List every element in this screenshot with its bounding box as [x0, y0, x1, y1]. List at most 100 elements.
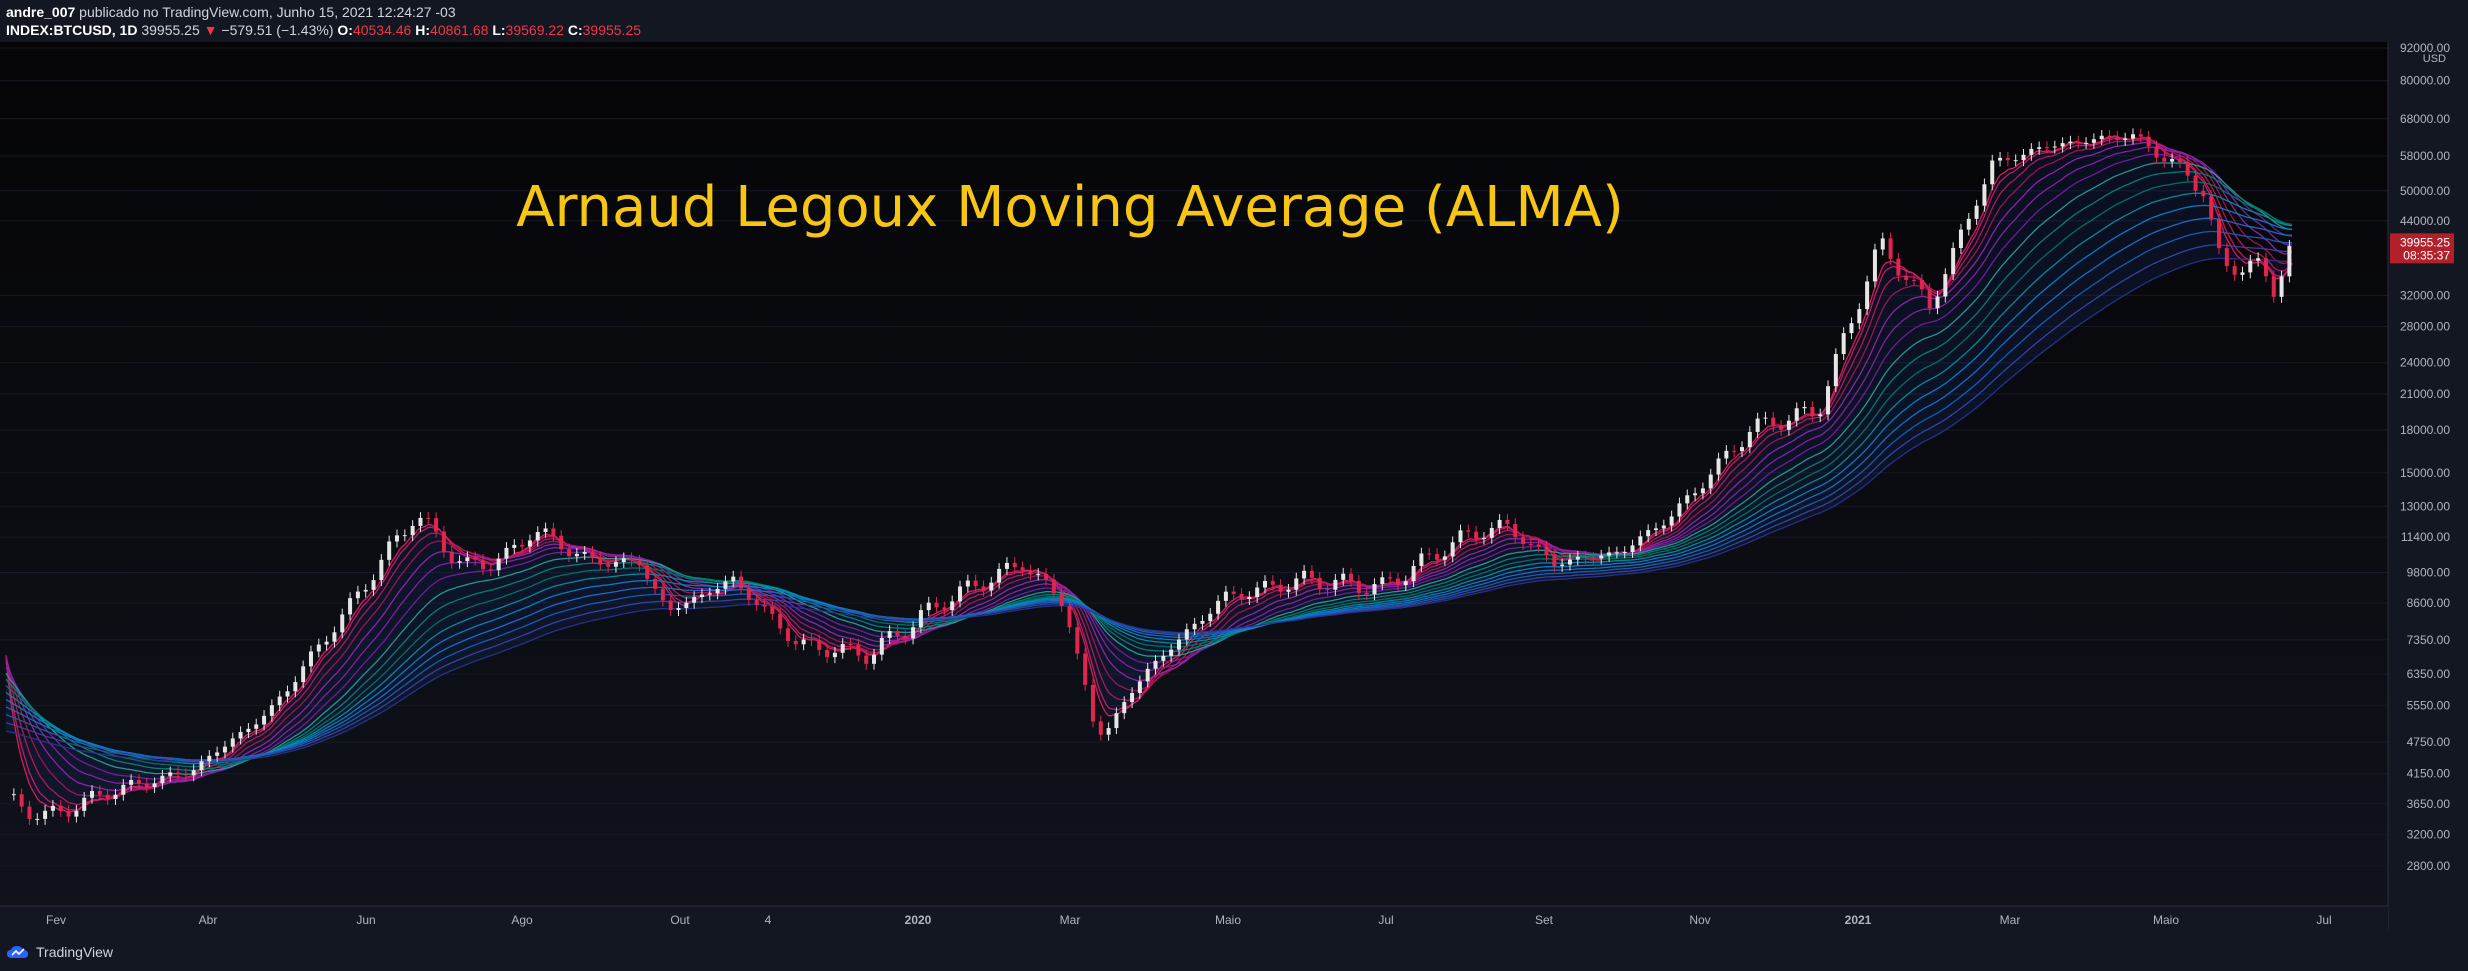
candle-body — [35, 818, 40, 820]
candle-body — [449, 551, 454, 563]
candle-body — [90, 790, 95, 798]
candle-body — [1990, 160, 1995, 185]
candle-body — [567, 549, 572, 557]
footer: TradingView — [0, 936, 2468, 971]
candle-body — [1653, 528, 1658, 531]
candle-body — [1395, 578, 1400, 586]
price-tick-label: 18000.00 — [2400, 423, 2450, 437]
candle-body — [754, 599, 759, 605]
alma-line-9 — [5, 170, 2293, 771]
candle-body — [864, 655, 869, 664]
time-tick-label: Maio — [1215, 913, 1241, 927]
candle-body — [2193, 175, 2198, 191]
candle-body — [238, 732, 243, 739]
author-name[interactable]: andre_007 — [6, 4, 76, 20]
candle-body — [481, 559, 486, 570]
candle-body — [1356, 580, 1361, 593]
candle-body — [762, 604, 767, 607]
candle-body — [1763, 417, 1768, 419]
candle-body — [1638, 536, 1643, 546]
candle-body — [2240, 272, 2245, 275]
alma-line-14 — [5, 230, 2292, 761]
candle-body — [1137, 681, 1142, 694]
candle-body — [1489, 527, 1494, 538]
candle-body — [1278, 584, 1283, 592]
open-label: O: — [337, 22, 353, 38]
time-axis[interactable]: Fev Abr Jun Ago Out 4 2020 Mar Maio Jul Set Nov 2021… — [0, 905, 2388, 930]
candle-body — [1521, 537, 1526, 545]
tradingview-cloud-icon — [7, 946, 28, 958]
candle-body — [1262, 581, 1267, 588]
candle-body — [637, 560, 642, 566]
candle-body — [1724, 450, 1729, 459]
candle-body — [606, 564, 611, 567]
candle-body — [1958, 229, 1963, 249]
candle-body — [1044, 573, 1049, 580]
chart-area[interactable]: Arnaud Legoux Moving Average (ALMA) 9200… — [0, 41, 2468, 930]
candle-body — [27, 806, 32, 820]
candle-body — [1466, 530, 1471, 532]
candle-body — [2068, 141, 2073, 144]
candle-body — [488, 569, 493, 571]
candle-body — [2107, 135, 2112, 137]
tradingview-logo[interactable]: TradingView — [6, 944, 113, 960]
candle-body — [2005, 157, 2010, 161]
candle-body — [1896, 258, 1901, 276]
symbol-label[interactable]: INDEX:BTCUSD, 1D — [6, 22, 138, 38]
time-tick-label: Maio — [2153, 913, 2179, 927]
alma-line-7 — [5, 153, 2293, 780]
candle-body — [1755, 418, 1760, 432]
candle-body — [903, 636, 908, 639]
candle-body — [715, 588, 720, 594]
candle-body — [168, 772, 173, 776]
candle-body — [308, 651, 313, 667]
candle-body — [574, 553, 579, 557]
candle-body — [199, 761, 204, 771]
candle-body — [1880, 238, 1885, 250]
chart-header: andre_007 publicado no TradingView.com, … — [0, 0, 2468, 42]
price-chart[interactable]: Arnaud Legoux Moving Average (ALMA) 9200… — [0, 41, 2468, 930]
candle-body — [1012, 562, 1017, 568]
time-tick-label: Mar — [2000, 913, 2021, 927]
candle-body — [1122, 702, 1127, 714]
candle-body — [613, 562, 618, 567]
time-tick-label: Ago — [511, 913, 533, 927]
price-tick-label: 6350.00 — [2407, 667, 2451, 681]
candle-body — [785, 628, 790, 641]
published-text: publicado no TradingView.com, Junho 15, … — [79, 4, 456, 20]
close-value: 39955.25 — [582, 22, 642, 38]
candle-body — [879, 637, 884, 655]
candle-body — [989, 582, 994, 591]
price-axis[interactable]: 92000.00 80000.00 68000.00 58000.00 50000.00… — [2387, 41, 2468, 930]
candle-body — [1255, 587, 1260, 598]
candle-body — [387, 541, 392, 560]
candle-body — [1380, 577, 1385, 585]
price-tick-label: 28000.00 — [2400, 320, 2450, 334]
low-label: L: — [492, 22, 506, 38]
candle-body — [1786, 420, 1791, 430]
candle-body — [2021, 154, 2026, 161]
candle-body — [645, 565, 650, 579]
candle-body — [152, 783, 157, 787]
candle-body — [1982, 184, 1987, 206]
candle-body — [191, 770, 196, 776]
candle-body — [2271, 276, 2276, 297]
candle-body — [778, 613, 783, 629]
candle-body — [1732, 450, 1737, 452]
candle-body — [1998, 157, 2003, 161]
candle-body — [965, 580, 970, 587]
alma-line-11 — [5, 192, 2293, 765]
candle-body — [1536, 544, 1541, 547]
candle-body — [527, 540, 532, 547]
candle-body — [1583, 556, 1588, 558]
price-tick-label: 5550.00 — [2407, 699, 2451, 713]
candle-body — [1544, 546, 1549, 556]
candle-body — [394, 535, 399, 542]
candle-body — [1646, 530, 1651, 537]
candle-body — [840, 643, 845, 653]
candle-body — [473, 557, 478, 560]
last-price-tag — [2390, 233, 2454, 264]
candle-body — [2217, 219, 2222, 249]
candle-body — [1630, 545, 1635, 553]
candle-body — [1716, 458, 1721, 475]
